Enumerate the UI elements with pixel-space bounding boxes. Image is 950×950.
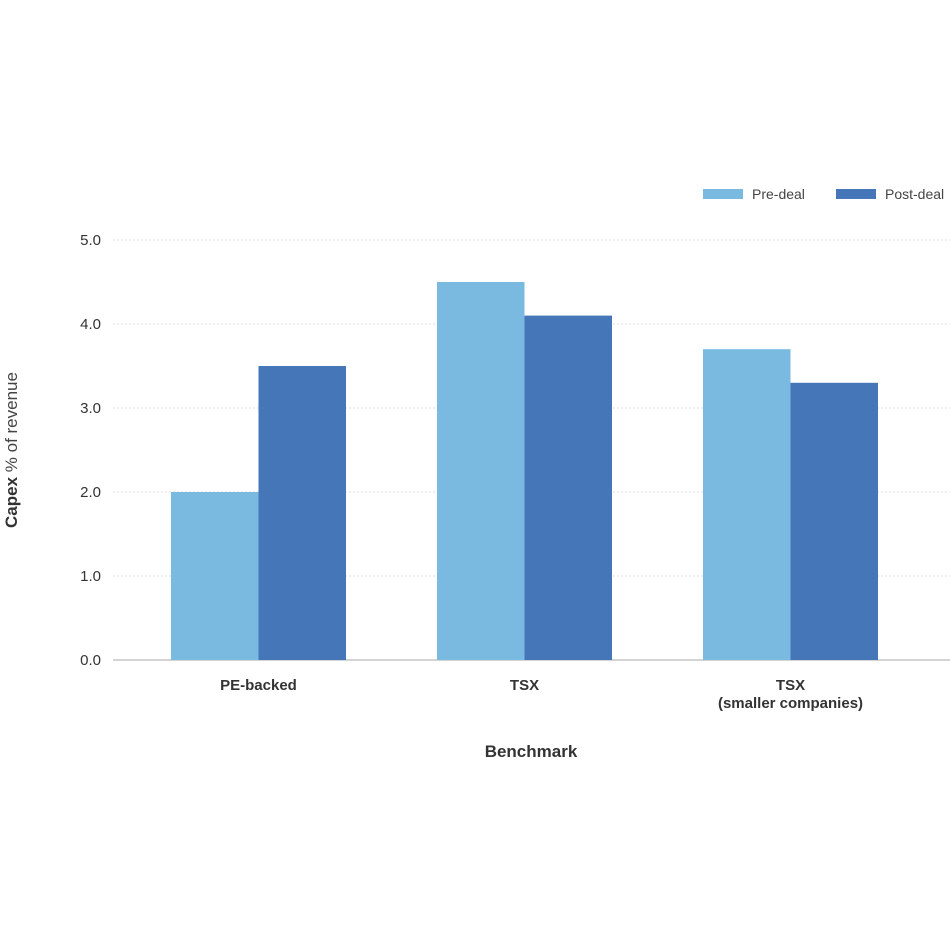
bar-pre-deal	[703, 349, 791, 660]
legend-label: Post-deal	[885, 186, 944, 202]
bar-post-deal	[258, 366, 346, 660]
x-tick-label: TSX	[510, 677, 539, 694]
x-tick-labels: PE-backed TSX TSX(smaller companies)	[220, 677, 863, 712]
bar-pre-deal	[171, 492, 259, 660]
y-tick-label: 2.0	[80, 484, 101, 501]
legend-swatch	[703, 189, 743, 199]
bar-post-deal	[524, 315, 612, 660]
bar-pre-deal	[437, 282, 525, 660]
legend-swatch	[836, 189, 876, 199]
bar-post-deal	[790, 382, 878, 660]
y-tick-label: 3.0	[80, 400, 101, 417]
legend: Pre-deal Post-deal	[703, 186, 944, 202]
y-tick-labels: 0.0 1.0 2.0 3.0 4.0 5.0	[80, 232, 101, 669]
y-tick-label: 0.0	[80, 652, 101, 669]
x-axis-label: Benchmark	[485, 742, 578, 761]
y-tick-label: 5.0	[80, 232, 101, 249]
legend-label: Pre-deal	[752, 186, 805, 202]
y-tick-label: 4.0	[80, 316, 101, 333]
y-tick-label: 1.0	[80, 568, 101, 585]
x-tick-label: (smaller companies)	[718, 695, 863, 712]
bars	[171, 282, 878, 660]
x-tick-label: TSX	[776, 677, 805, 694]
x-tick-label: PE-backed	[220, 677, 297, 694]
y-axis-label: Capex % of revenue	[2, 372, 21, 528]
